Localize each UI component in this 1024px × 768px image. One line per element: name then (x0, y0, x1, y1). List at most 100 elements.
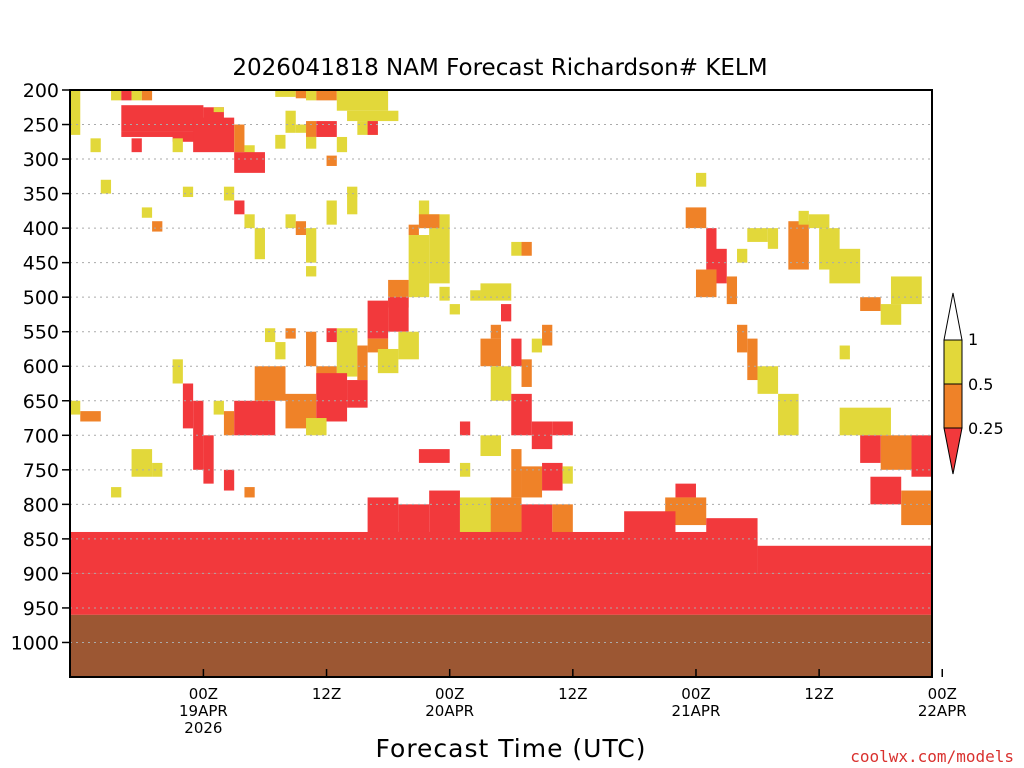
heatmap-cell (737, 248, 748, 263)
y-tick-label: 350 (23, 184, 59, 206)
heatmap-cell (193, 400, 204, 470)
legend-label: 1 (968, 330, 978, 349)
heatmap-cell (511, 449, 522, 498)
heatmap-cell (347, 110, 399, 122)
heatmap-cell (542, 462, 563, 491)
y-tick-label: 750 (23, 460, 59, 482)
heatmap-cell (839, 345, 850, 360)
heatmap-cell (357, 345, 368, 381)
ground-layer (70, 614, 932, 677)
legend-label: 0.5 (968, 375, 993, 394)
y-tick-label: 900 (23, 563, 59, 585)
x-tick-label: 2026 (184, 719, 222, 737)
y-tick-label: 250 (23, 115, 59, 137)
heatmap-cell (706, 228, 717, 270)
heatmap-cell (521, 359, 532, 387)
heatmap-cell (531, 338, 543, 353)
y-tick-label: 700 (23, 425, 59, 447)
heatmap-cell (347, 193, 358, 215)
heatmap-cell (326, 155, 337, 166)
heatmap-cell (511, 338, 522, 367)
heatmap-cell (141, 207, 153, 218)
heatmap-cell (624, 511, 676, 539)
heatmap-cell (429, 214, 450, 284)
legend-swatch-0.25-0.5 (943, 383, 963, 429)
heatmap-cell (264, 328, 276, 343)
heatmap-cell (860, 297, 881, 311)
heatmap-cell (911, 435, 932, 477)
legend-label: 0.25 (968, 419, 1004, 438)
heatmap-cell (141, 90, 153, 101)
credit-link[interactable]: coolwx.com/models (850, 747, 1014, 766)
x-tick-label: 19APR (179, 702, 228, 720)
chart-title: 2026041818 NAM Forecast Richardson# KELM (232, 55, 767, 81)
heatmap-cell (172, 131, 204, 142)
heatmap-cell (490, 324, 501, 339)
heatmap-cell (521, 241, 532, 256)
heatmap-cell (470, 290, 481, 301)
x-tick-label: 00Z (189, 685, 218, 703)
heatmap-cells (70, 90, 932, 615)
heatmap-cell (285, 110, 296, 133)
heatmap-cell (306, 418, 327, 436)
ground-below-surface (70, 614, 932, 677)
heatmap-cell (418, 449, 450, 463)
heatmap-cell (860, 435, 881, 463)
heatmap-cell (326, 328, 337, 343)
heatmap-cell (285, 328, 296, 339)
y-tick-label: 300 (23, 149, 59, 171)
heatmap-cell (562, 466, 573, 484)
heatmap-cell (234, 400, 276, 436)
heatmap-cell (408, 224, 419, 236)
heatmap-cell (459, 462, 471, 477)
heatmap-cell (501, 304, 512, 322)
heatmap-cell (223, 186, 235, 201)
heatmap-cell (531, 421, 553, 450)
heatmap-cell (398, 331, 419, 360)
heatmap-cell (808, 214, 830, 229)
y-tick-label: 500 (23, 287, 59, 309)
heatmap-cell (377, 348, 399, 374)
heatmap-cell (798, 210, 809, 225)
heatmap-cell (829, 248, 861, 284)
heatmap-cell (408, 235, 430, 298)
heatmap-cell (244, 214, 255, 229)
heatmap-cell (480, 283, 512, 301)
heatmap-cell (131, 138, 142, 153)
heatmap-cell (880, 304, 902, 325)
heatmap-cell (275, 90, 296, 97)
heatmap-cell (121, 90, 132, 101)
heatmap-cell (244, 487, 255, 498)
heatmap-cell (306, 121, 317, 137)
heatmap-cell (490, 366, 512, 401)
x-tick-label: 12Z (804, 685, 833, 703)
x-tick-label: 12Z (558, 685, 587, 703)
heatmap-cell (767, 228, 779, 249)
y-tick-label: 550 (23, 322, 59, 344)
y-tick-label: 450 (23, 253, 59, 275)
heatmap-cell (706, 518, 758, 546)
heatmap-cell (121, 105, 204, 132)
heatmap-cell (480, 338, 501, 367)
heatmap-cell (213, 107, 224, 113)
heatmap-cell (100, 179, 112, 194)
heatmap-cell (111, 90, 122, 101)
heatmap-cell (726, 276, 738, 305)
heatmap-cell (152, 221, 163, 232)
heatmap-cell (388, 297, 409, 332)
heatmap-cell (254, 228, 265, 260)
heatmap-cell (778, 393, 799, 436)
heatmap-cell (316, 121, 337, 137)
heatmap-cell (788, 221, 809, 270)
heatmap-cell (890, 276, 922, 305)
heatmap-cell (336, 90, 389, 111)
heatmap-cell (316, 90, 337, 101)
x-tick-label: 00Z (681, 685, 710, 703)
heatmap-cell (439, 286, 450, 301)
color-legend: 1 0.5 0.25 (943, 292, 1004, 475)
heatmap-cell (80, 411, 101, 422)
heatmap-cell (275, 342, 286, 360)
legend-swatch-below-0.25 (943, 427, 963, 475)
heatmap-cell (182, 383, 194, 429)
